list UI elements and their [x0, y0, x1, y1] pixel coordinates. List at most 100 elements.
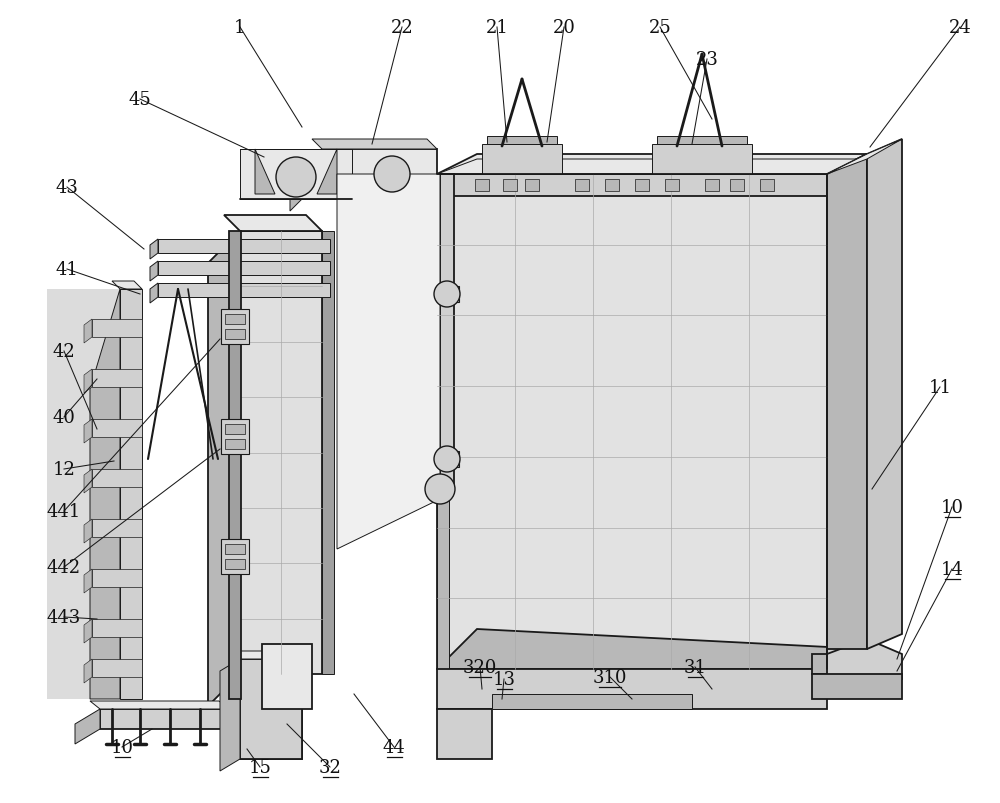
Polygon shape [112, 282, 142, 290]
Polygon shape [255, 150, 275, 195]
Bar [730, 180, 744, 192]
Text: 24: 24 [949, 19, 971, 37]
Bar [225, 315, 245, 324]
Bar [221, 540, 249, 574]
Polygon shape [437, 155, 867, 175]
Bar [435, 287, 459, 303]
Bar [503, 180, 517, 192]
Polygon shape [827, 155, 867, 669]
Polygon shape [652, 145, 752, 175]
Polygon shape [232, 651, 302, 659]
Text: 10: 10 [940, 499, 964, 516]
Bar [635, 180, 649, 192]
Polygon shape [224, 216, 322, 232]
Polygon shape [487, 137, 557, 145]
Polygon shape [84, 659, 92, 683]
Polygon shape [437, 175, 449, 669]
Polygon shape [84, 520, 92, 544]
Polygon shape [150, 262, 158, 282]
Circle shape [374, 157, 410, 193]
Polygon shape [92, 659, 142, 677]
Text: 20: 20 [553, 19, 575, 37]
Bar [665, 180, 679, 192]
Bar [225, 425, 245, 434]
Text: 10: 10 [111, 738, 134, 756]
Polygon shape [827, 140, 902, 175]
Polygon shape [437, 669, 827, 709]
Text: 44: 44 [383, 738, 405, 756]
Text: 1: 1 [234, 19, 246, 37]
Polygon shape [47, 290, 127, 699]
Bar [225, 560, 245, 569]
Polygon shape [482, 145, 562, 175]
Polygon shape [84, 470, 92, 493]
Polygon shape [208, 232, 240, 706]
Circle shape [434, 446, 460, 472]
Polygon shape [150, 240, 158, 259]
Polygon shape [437, 709, 492, 759]
Text: 14: 14 [941, 560, 963, 578]
Text: 41: 41 [56, 261, 78, 279]
Text: 13: 13 [492, 671, 516, 688]
Text: 310: 310 [593, 668, 627, 686]
Bar [760, 180, 774, 192]
Bar [705, 180, 719, 192]
Polygon shape [100, 709, 229, 729]
Polygon shape [290, 150, 322, 212]
Bar [225, 439, 245, 450]
Bar [525, 180, 539, 192]
Text: 43: 43 [56, 179, 78, 197]
Bar [475, 180, 489, 192]
Text: 42: 42 [53, 343, 75, 361]
Polygon shape [492, 694, 692, 709]
Polygon shape [867, 140, 902, 649]
Polygon shape [92, 569, 142, 587]
Polygon shape [240, 232, 322, 675]
Polygon shape [322, 232, 334, 675]
Polygon shape [240, 150, 352, 200]
Text: 23: 23 [696, 51, 718, 69]
Polygon shape [229, 232, 241, 699]
Polygon shape [827, 639, 902, 679]
Polygon shape [84, 369, 92, 393]
Polygon shape [75, 709, 100, 744]
Text: 12: 12 [53, 460, 75, 479]
Polygon shape [220, 659, 240, 771]
Bar [812, 654, 872, 675]
Text: 25: 25 [649, 19, 671, 37]
Bar [225, 329, 245, 340]
Text: 22: 22 [391, 19, 413, 37]
Polygon shape [90, 701, 229, 709]
Polygon shape [657, 137, 747, 145]
Text: 32: 32 [319, 758, 341, 776]
Polygon shape [827, 579, 867, 659]
Text: 21: 21 [486, 19, 508, 37]
Polygon shape [437, 630, 867, 669]
Bar [575, 180, 589, 192]
Polygon shape [262, 644, 312, 709]
Polygon shape [827, 155, 867, 649]
Polygon shape [437, 160, 862, 175]
Bar [605, 180, 619, 192]
Polygon shape [312, 140, 437, 150]
Polygon shape [229, 709, 302, 759]
Polygon shape [84, 619, 92, 643]
Polygon shape [437, 175, 827, 197]
Text: 441: 441 [47, 503, 81, 520]
Polygon shape [158, 283, 330, 298]
Polygon shape [92, 619, 142, 638]
Polygon shape [84, 320, 92, 344]
Polygon shape [812, 675, 902, 699]
Bar [221, 419, 249, 454]
Polygon shape [92, 470, 142, 487]
Text: 320: 320 [463, 658, 497, 676]
Text: 45: 45 [129, 91, 151, 109]
Polygon shape [120, 290, 142, 699]
Polygon shape [440, 175, 454, 489]
Polygon shape [84, 569, 92, 593]
Polygon shape [92, 369, 142, 388]
Circle shape [425, 475, 455, 504]
Polygon shape [92, 419, 142, 438]
Polygon shape [158, 240, 330, 254]
Text: 11: 11 [928, 378, 952, 397]
